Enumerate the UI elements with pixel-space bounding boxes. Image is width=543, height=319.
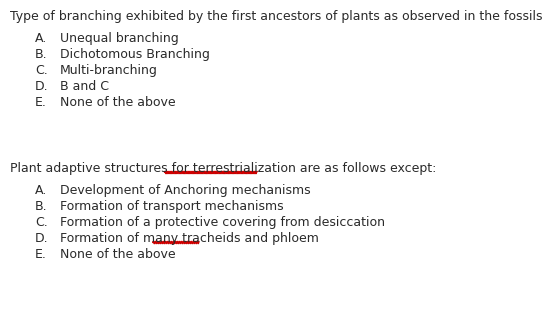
- Text: D.: D.: [35, 80, 49, 93]
- Text: C.: C.: [35, 64, 48, 77]
- Text: None of the above: None of the above: [60, 248, 175, 261]
- Text: Formation of a protective covering from desiccation: Formation of a protective covering from …: [60, 216, 385, 229]
- Text: B and C: B and C: [60, 80, 109, 93]
- Text: E.: E.: [35, 248, 47, 261]
- Text: None of the above: None of the above: [60, 96, 175, 109]
- Text: A.: A.: [35, 184, 47, 197]
- Text: Plant adaptive structures for terrestrialization are as follows except:: Plant adaptive structures for terrestria…: [10, 162, 437, 175]
- Text: Formation of many tracheids and phloem: Formation of many tracheids and phloem: [60, 232, 319, 245]
- Text: A.: A.: [35, 32, 47, 45]
- Text: Dichotomous Branching: Dichotomous Branching: [60, 48, 210, 61]
- Text: D.: D.: [35, 232, 49, 245]
- Text: B.: B.: [35, 48, 48, 61]
- Text: Development of Anchoring mechanisms: Development of Anchoring mechanisms: [60, 184, 311, 197]
- Text: Unequal branching: Unequal branching: [60, 32, 179, 45]
- Text: B.: B.: [35, 200, 48, 213]
- Text: C.: C.: [35, 216, 48, 229]
- Text: E.: E.: [35, 96, 47, 109]
- Text: Formation of transport mechanisms: Formation of transport mechanisms: [60, 200, 283, 213]
- Text: Multi-branching: Multi-branching: [60, 64, 158, 77]
- Text: Type of branching exhibited by the first ancestors of plants as observed in the : Type of branching exhibited by the first…: [10, 10, 542, 23]
